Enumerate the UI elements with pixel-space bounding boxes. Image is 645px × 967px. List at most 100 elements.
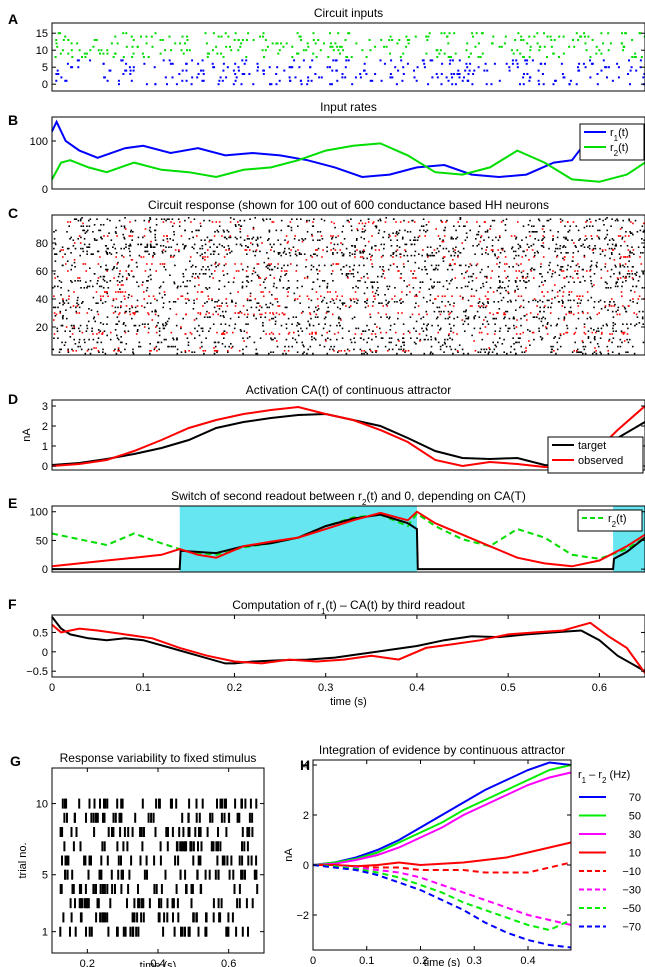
spike-mark (537, 239, 540, 241)
spike-mark (122, 869, 124, 880)
spike-mark (423, 229, 425, 232)
spike-mark (517, 243, 520, 246)
spike-mark (630, 232, 632, 234)
spike-mark (515, 59, 518, 62)
spike-mark (248, 812, 251, 823)
spike-mark (273, 243, 275, 246)
spike-mark (128, 245, 131, 247)
spike-mark (181, 35, 184, 38)
spike-mark (298, 252, 301, 254)
spike-mark (186, 39, 189, 41)
spike-mark (123, 295, 126, 297)
spike-mark (241, 926, 244, 937)
spike-mark (265, 277, 268, 279)
spike-mark (506, 263, 508, 265)
spike-mark (155, 310, 157, 313)
spike-mark (166, 320, 169, 323)
spike-mark (168, 345, 170, 348)
spike-mark (204, 273, 207, 275)
spike-mark (303, 277, 306, 279)
spike-mark (383, 62, 386, 65)
spike-mark (455, 238, 457, 240)
spike-mark (615, 245, 618, 247)
spike-mark (62, 298, 64, 300)
spike-mark (540, 273, 542, 275)
spike-mark (640, 263, 643, 265)
spike-mark (600, 268, 603, 271)
spike-mark (187, 344, 190, 346)
spike-mark (280, 275, 282, 278)
spike-mark (116, 841, 119, 852)
spike-mark (588, 247, 591, 250)
spike-mark (242, 337, 244, 339)
legend-label: r1(t) (610, 127, 629, 143)
spike-mark (478, 243, 480, 246)
spike-mark (333, 302, 336, 304)
spike-mark (379, 59, 382, 62)
spike-mark (597, 236, 600, 239)
spike-mark (543, 310, 545, 313)
spike-mark (237, 66, 240, 69)
spike-mark (395, 254, 398, 257)
spike-mark (223, 264, 226, 267)
spike-mark (633, 253, 635, 255)
spike-mark (161, 252, 164, 254)
spike-mark (132, 66, 135, 69)
spike-mark (272, 333, 275, 335)
spike-mark (75, 312, 78, 314)
spike-mark (270, 337, 272, 339)
spike-mark (66, 62, 69, 65)
spike-mark (111, 305, 114, 307)
spike-mark (447, 334, 450, 337)
spike-mark (584, 235, 587, 237)
spike-mark (232, 331, 234, 334)
spike-mark (143, 869, 146, 880)
spike-mark (95, 302, 97, 304)
spike-mark (413, 221, 416, 223)
spike-mark (616, 277, 619, 279)
spike-mark (611, 333, 613, 335)
spike-mark (435, 338, 437, 341)
spike-mark (413, 270, 416, 272)
spike-mark (164, 76, 167, 79)
spike-mark (447, 301, 450, 303)
spike-mark (225, 302, 228, 304)
spike-mark (217, 313, 219, 316)
spike-mark (132, 352, 135, 355)
spike-mark (588, 225, 591, 227)
spike-mark (199, 222, 202, 225)
spike-mark (594, 247, 597, 250)
spike-mark (545, 326, 547, 328)
spike-mark (56, 45, 59, 48)
spike-mark (437, 295, 439, 297)
spike-mark (204, 302, 206, 304)
spike-mark (88, 338, 90, 341)
spike-mark (620, 256, 622, 258)
spike-mark (161, 250, 164, 253)
spike-mark (259, 284, 262, 286)
spike-mark (508, 69, 511, 72)
spike-mark (336, 243, 339, 246)
spike-mark (264, 312, 267, 314)
spike-mark (99, 884, 102, 894)
spike-mark (86, 324, 88, 327)
spike-mark (468, 69, 471, 72)
spike-mark (392, 253, 394, 255)
spike-mark (100, 299, 102, 302)
spike-mark (359, 76, 362, 79)
spike-mark (476, 233, 478, 236)
spike-mark (316, 309, 319, 311)
spike-mark (136, 329, 139, 331)
spike-mark (213, 341, 216, 344)
spike-mark (498, 235, 501, 237)
spike-mark (323, 317, 326, 320)
spike-mark (473, 327, 476, 330)
spike-mark (486, 229, 489, 232)
spike-mark (302, 344, 304, 346)
spike-mark (197, 277, 200, 279)
spike-mark (444, 338, 446, 341)
spike-mark (192, 855, 195, 866)
spike-mark (573, 242, 575, 244)
spike-mark (582, 62, 585, 65)
x-tick-label: 0.5 (501, 682, 516, 694)
